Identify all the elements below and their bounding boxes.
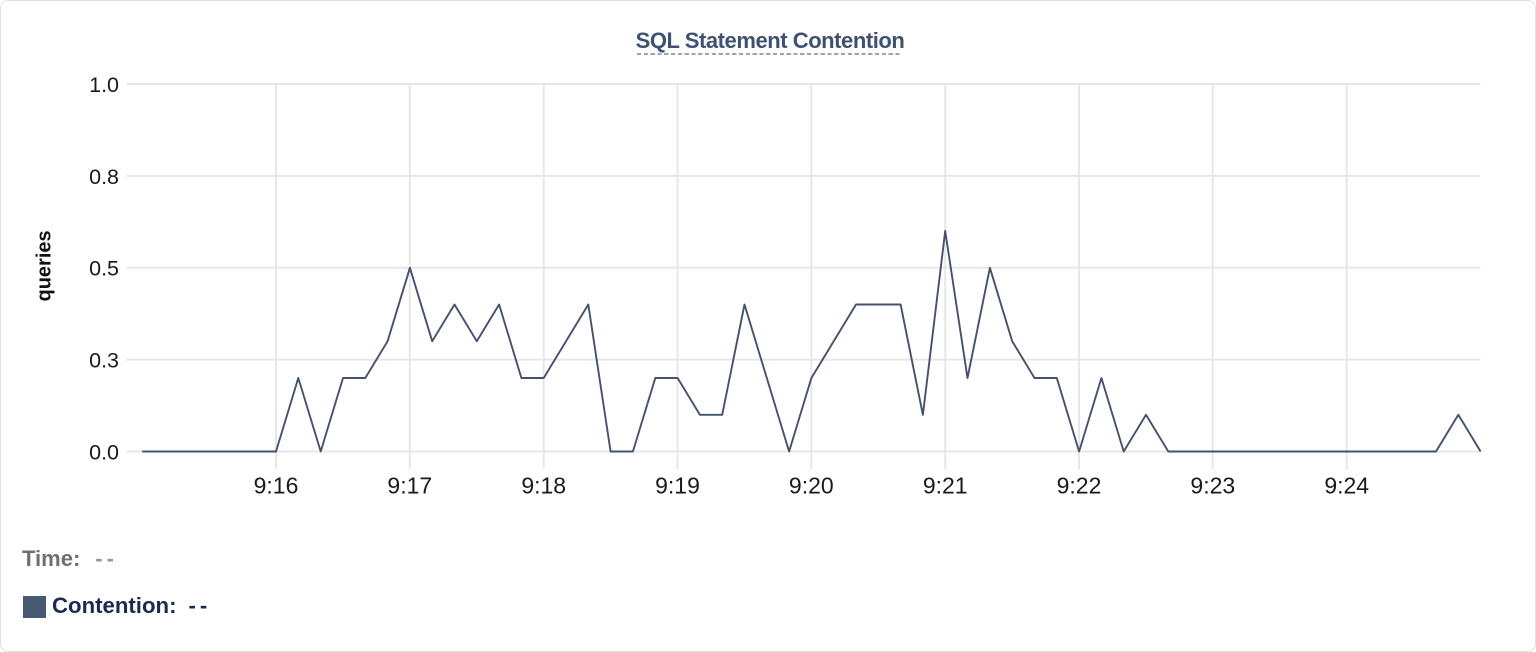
svg-text:0.8: 0.8 xyxy=(89,165,119,189)
svg-text:9:24: 9:24 xyxy=(1324,473,1369,499)
svg-text:9:18: 9:18 xyxy=(521,473,566,499)
svg-text:9:19: 9:19 xyxy=(655,473,700,499)
svg-text:1.0: 1.0 xyxy=(89,73,119,97)
svg-text:9:23: 9:23 xyxy=(1190,473,1235,499)
svg-text:9:20: 9:20 xyxy=(789,473,834,499)
svg-text:0.3: 0.3 xyxy=(89,349,119,373)
svg-text:0.0: 0.0 xyxy=(89,440,119,464)
svg-text:9:17: 9:17 xyxy=(387,473,432,499)
svg-text:9:21: 9:21 xyxy=(923,473,968,499)
svg-text:9:16: 9:16 xyxy=(254,473,299,499)
svg-text:9:22: 9:22 xyxy=(1057,473,1102,499)
svg-text:0.5: 0.5 xyxy=(89,257,119,281)
